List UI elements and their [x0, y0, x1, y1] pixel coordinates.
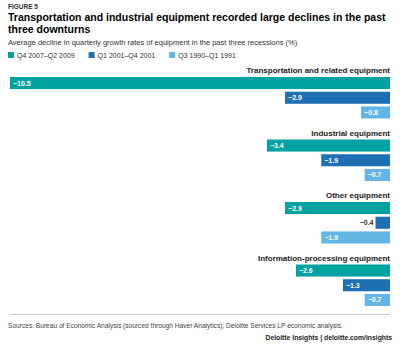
legend-item: Q4 2007–Q2 2009 — [8, 52, 75, 60]
bar — [365, 294, 390, 306]
bar — [267, 140, 390, 152]
data-label: −1.9 — [324, 234, 338, 241]
legend-item: Q3 1990–Q1 1991 — [169, 52, 236, 60]
bar — [343, 279, 390, 291]
data-label: −10.5 — [13, 80, 31, 87]
data-label: −0.4 — [360, 219, 374, 226]
bar — [321, 231, 390, 243]
bar — [285, 202, 390, 214]
legend-item: Q1 2001–Q4 2001 — [89, 52, 156, 60]
bar — [361, 106, 390, 118]
legend-label: Q3 1990–Q1 1991 — [178, 52, 236, 60]
data-label: −2.6 — [299, 267, 313, 274]
category-labels: Transportation and related equipment Indu… — [246, 66, 390, 263]
axis-line — [11, 314, 391, 315]
bar — [321, 154, 390, 166]
legend-swatch — [89, 52, 95, 58]
category-label: Industrial equipment — [311, 129, 390, 138]
bar — [285, 92, 390, 104]
data-label: −1.9 — [324, 157, 338, 164]
data-label: −3.4 — [270, 142, 284, 149]
legend: Q4 2007–Q2 2009 Q1 2001–Q4 2001 Q3 1990–Q1… — [8, 52, 236, 60]
data-label: −1.3 — [346, 282, 360, 289]
data-labels: −10.5 −3.4 −2.9 −2.6 −2.9 −1.9 −0.4 −1.3 −0.8 −0.… — [13, 80, 382, 304]
bars — [10, 77, 390, 306]
legend-swatch — [8, 52, 14, 58]
category-label: Information-processing equipment — [258, 254, 390, 263]
legend-label: Q1 2001–Q4 2001 — [98, 52, 156, 60]
title: Transportation and industrial equipment … — [8, 11, 386, 35]
category-label: Transportation and related equipment — [246, 66, 390, 75]
legend-label: Q4 2007–Q2 2009 — [17, 52, 75, 60]
data-label: −0.8 — [364, 109, 378, 116]
bar — [365, 169, 390, 181]
source: Sources: Bureau of Economic Analysis (so… — [8, 322, 343, 330]
data-label: −0.7 — [368, 171, 382, 178]
chart: FIGURE 5Transportation and industrial eq… — [0, 0, 400, 350]
bar — [10, 77, 390, 89]
data-label: −2.9 — [288, 94, 302, 101]
credit: Deloitte Insights | deloitte.com/insight… — [265, 334, 392, 342]
figure-label: FIGURE 5 — [8, 3, 38, 10]
data-label: −2.9 — [288, 205, 302, 212]
legend-swatch — [169, 52, 175, 58]
bar — [296, 265, 390, 277]
x-axis — [11, 314, 391, 315]
data-label: −0.7 — [368, 296, 382, 303]
category-label: Other equipment — [326, 191, 390, 200]
subtitle: Average decline in quarterly growth rate… — [8, 38, 298, 47]
bar — [376, 217, 390, 229]
